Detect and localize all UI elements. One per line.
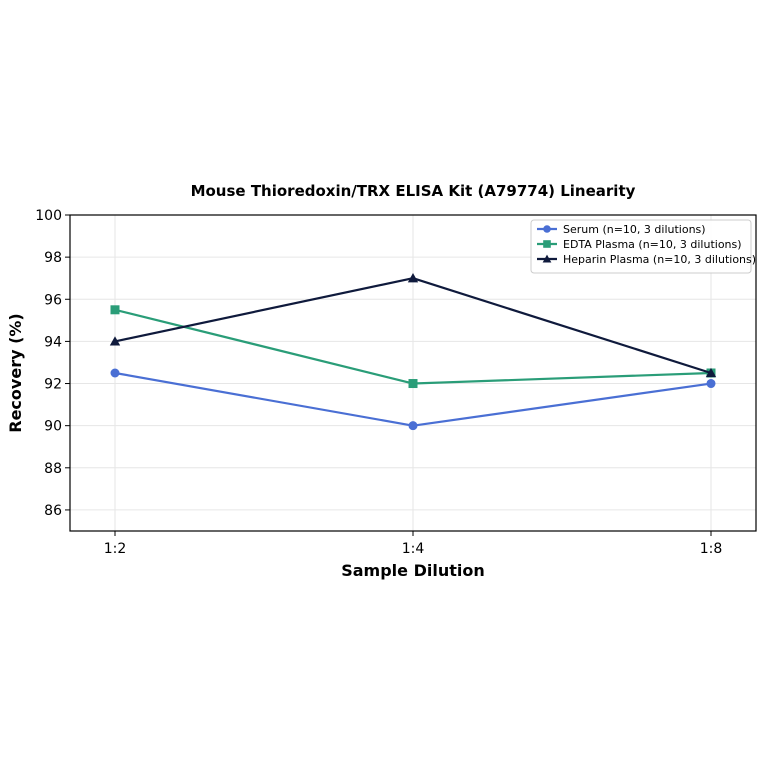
- legend: Serum (n=10, 3 dilutions) EDTA Plasma (n=…: [530, 219, 756, 274]
- legend-label: Serum (n=10, 3 dilutions): [563, 223, 706, 236]
- legend-label: Heparin Plasma (n=10, 3 dilutions): [563, 253, 756, 266]
- data-point: [706, 379, 716, 389]
- axis-ticks: 86 88 90 92 94 96 98 100 1:2 1:4 1:8: [35, 208, 722, 557]
- chart-title: Mouse Thioredoxin/TRX ELISA Kit (A79774)…: [191, 182, 636, 200]
- data-point: [408, 421, 418, 431]
- data-point: [408, 379, 418, 389]
- y-tick-label: 86: [44, 503, 62, 519]
- x-tick-label: 1:8: [700, 541, 723, 557]
- data-point: [110, 368, 120, 378]
- y-axis-label: Recovery (%): [6, 313, 25, 432]
- legend-entry: Serum (n=10, 3 dilutions): [537, 223, 706, 236]
- legend-entry: Heparin Plasma (n=10, 3 dilutions): [537, 253, 756, 266]
- y-tick-label: 100: [35, 208, 62, 224]
- data-point: [109, 336, 121, 346]
- y-tick-label: 90: [44, 419, 62, 435]
- series-layer: [109, 273, 717, 431]
- series: [110, 368, 716, 431]
- x-tick-label: 1:4: [402, 541, 425, 557]
- y-tick-label: 96: [44, 292, 62, 308]
- legend-box: [530, 219, 752, 274]
- legend-label: EDTA Plasma (n=10, 3 dilutions): [563, 238, 742, 251]
- series: [109, 273, 717, 378]
- data-point: [705, 367, 717, 378]
- legend-entry: EDTA Plasma (n=10, 3 dilutions): [537, 238, 742, 251]
- y-tick-label: 94: [44, 334, 62, 350]
- x-axis-label: Sample Dilution: [341, 561, 485, 580]
- data-point: [110, 305, 120, 315]
- data-point: [543, 225, 551, 233]
- data-point: [407, 273, 419, 283]
- x-tick-label: 1:2: [104, 541, 127, 557]
- data-point: [543, 240, 551, 248]
- y-tick-label: 98: [44, 250, 62, 266]
- y-tick-label: 88: [44, 461, 62, 477]
- y-tick-label: 92: [44, 377, 62, 393]
- data-point: [542, 254, 552, 263]
